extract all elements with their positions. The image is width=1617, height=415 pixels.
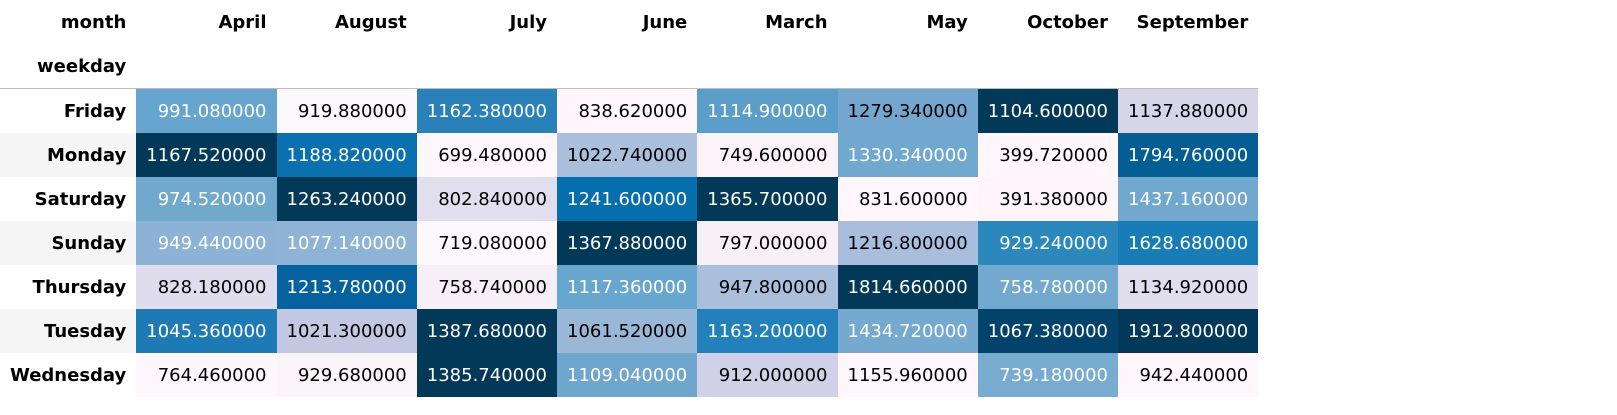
table-cell: 991.080000 <box>136 88 277 133</box>
row-label: Thursday <box>32 276 127 298</box>
empty-header <box>417 44 557 89</box>
table-cell: 949.440000 <box>136 221 277 265</box>
table-cell: 1437.160000 <box>1118 177 1259 221</box>
table-cell: 1077.140000 <box>276 221 417 265</box>
table-cell: 1385.740000 <box>416 353 558 397</box>
table-cell: 1279.340000 <box>837 88 978 133</box>
column-header: October <box>1027 11 1109 33</box>
empty-header <box>557 44 697 89</box>
row-label: Sunday <box>0 221 137 265</box>
table-cell: 929.680000 <box>276 353 417 397</box>
empty-header <box>838 44 978 89</box>
table-cell: 838.620000 <box>557 88 698 133</box>
table-cell: 1163.200000 <box>697 309 838 353</box>
table-cell: 1061.520000 <box>557 309 698 353</box>
table-cell: 1045.360000 <box>136 309 277 353</box>
table-cell: 1117.360000 <box>557 265 698 309</box>
table-cell: 947.800000 <box>697 265 838 309</box>
table-cell: 719.080000 <box>416 221 558 265</box>
table-cell: 828.180000 <box>136 265 277 309</box>
row-label: Monday <box>0 133 137 177</box>
table-cell: 929.240000 <box>977 221 1119 265</box>
row-label: Tuesday <box>0 309 137 353</box>
table-cell: 1434.720000 <box>837 309 978 353</box>
table-cell: 1109.040000 <box>557 353 698 397</box>
empty-header <box>978 44 1118 89</box>
table-row: Friday 991.080000 919.880000 1162.380000 838… <box>0 88 1259 133</box>
table-cell: 802.840000 <box>416 177 558 221</box>
table-cell: 1114.900000 <box>697 88 838 133</box>
column-header: April <box>218 11 267 33</box>
table-cell: 974.520000 <box>136 177 277 221</box>
table-cell: 942.440000 <box>1118 353 1259 397</box>
table-cell: 1067.380000 <box>977 309 1119 353</box>
table-cell: 919.880000 <box>276 88 417 133</box>
table-row: Saturday 974.520000 1263.240000 802.840000 1… <box>0 177 1259 221</box>
table-cell: 1814.660000 <box>837 265 978 309</box>
table-cell: 1167.520000 <box>136 133 277 177</box>
table-cell: 1263.240000 <box>276 177 417 221</box>
row-label: Wednesday <box>10 364 127 386</box>
table-cell: 912.000000 <box>697 353 838 397</box>
column-header: May <box>926 11 968 33</box>
table-cell: 1241.600000 <box>557 177 698 221</box>
table-cell: 1021.300000 <box>276 309 417 353</box>
column-header: March <box>765 11 828 33</box>
table-row: Thursday 828.180000 1213.780000 758.740000 1… <box>0 265 1259 309</box>
table-cell: 749.600000 <box>697 133 838 177</box>
heatmap-table: month April August July June March May O… <box>0 0 1259 397</box>
column-header: June <box>642 11 688 33</box>
column-header: September <box>1136 11 1249 33</box>
empty-header <box>277 44 417 89</box>
index-header-row: weekday <box>0 44 1259 89</box>
table-cell: 1330.340000 <box>837 133 978 177</box>
table-cell: 1137.880000 <box>1118 88 1259 133</box>
table-cell: 758.740000 <box>416 265 558 309</box>
empty-header <box>136 44 276 89</box>
table-cell: 1216.800000 <box>837 221 978 265</box>
table-cell: 831.600000 <box>837 177 978 221</box>
table-row: Tuesday 1045.360000 1021.300000 1387.680000… <box>0 309 1259 353</box>
table-cell: 1162.380000 <box>416 88 558 133</box>
table-cell: 797.000000 <box>697 221 838 265</box>
table-cell: 758.780000 <box>977 265 1119 309</box>
table-cell: 739.180000 <box>977 353 1119 397</box>
table-cell: 391.380000 <box>977 177 1119 221</box>
table-row: Monday 1167.520000 1188.820000 699.480000 10… <box>0 133 1259 177</box>
table-cell: 1794.760000 <box>1118 133 1259 177</box>
table-cell: 1387.680000 <box>416 309 558 353</box>
column-header: July <box>509 11 548 33</box>
table-body: Friday 991.080000 919.880000 1162.380000 838… <box>0 88 1259 397</box>
table-cell: 1367.880000 <box>557 221 698 265</box>
empty-header <box>697 44 837 89</box>
row-label: Saturday <box>34 188 127 210</box>
table-cell: 764.460000 <box>136 353 277 397</box>
table-cell: 1912.800000 <box>1118 309 1259 353</box>
table-row: Sunday 949.440000 1077.140000 719.080000 136… <box>0 221 1259 265</box>
table-cell: 1022.740000 <box>557 133 698 177</box>
table-row: Wednesday 764.460000 929.680000 1385.740000… <box>0 353 1259 397</box>
columns-label: month <box>60 11 127 33</box>
table-cell: 699.480000 <box>416 133 558 177</box>
empty-header <box>1118 44 1258 89</box>
table-cell: 1188.820000 <box>276 133 417 177</box>
table-cell: 1104.600000 <box>977 88 1119 133</box>
table-cell: 1365.700000 <box>697 177 838 221</box>
table-cell: 1628.680000 <box>1118 221 1259 265</box>
column-header-row: month April August July June March May O… <box>0 0 1258 44</box>
table-cell: 1134.920000 <box>1118 265 1259 309</box>
index-label: weekday <box>37 55 127 77</box>
row-label: Friday <box>63 100 127 122</box>
table-cell: 1213.780000 <box>276 265 417 309</box>
column-header: August <box>335 11 407 33</box>
table-cell: 1155.960000 <box>837 353 978 397</box>
table-cell: 399.720000 <box>977 133 1119 177</box>
